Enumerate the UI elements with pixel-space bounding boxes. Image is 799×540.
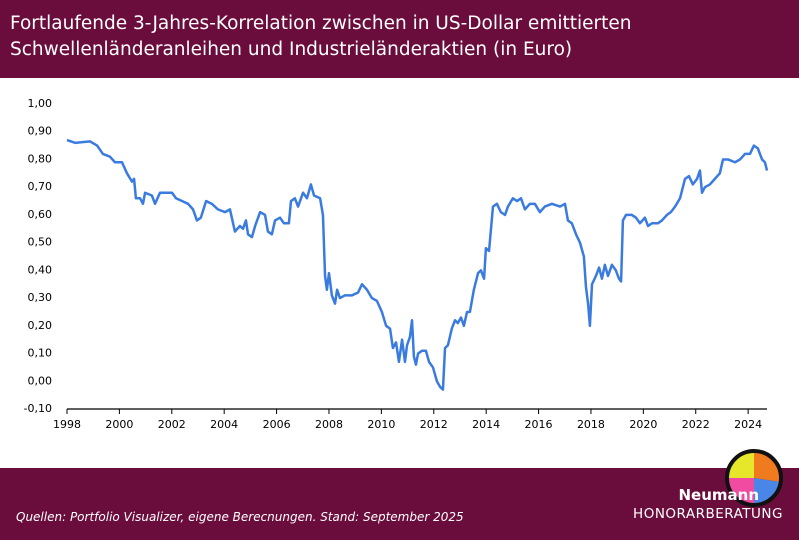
x-tick-label: 2010	[367, 418, 395, 431]
x-tick-label: 2016	[525, 418, 553, 431]
logo	[725, 449, 783, 507]
x-tick-label: 2020	[629, 418, 657, 431]
data-line	[66, 138, 769, 391]
y-tick-label: 0,60	[28, 208, 53, 221]
y-tick-label: 0,90	[28, 125, 53, 138]
y-tick-label: 0,30	[28, 291, 53, 304]
chart-title: Fortlaufende 3-Jahres-Korrelation zwisch…	[10, 13, 632, 60]
x-tick-label: 2014	[472, 418, 500, 431]
x-tick-label: 2004	[210, 418, 238, 431]
y-tick-label: -0,10	[24, 402, 52, 415]
y-tick-label: 0,10	[28, 347, 53, 360]
footer: Quellen: Portfolio Visualizer, eigene Be…	[0, 449, 799, 540]
x-tick-label: 2008	[315, 418, 343, 431]
y-tick-label: 1,00	[28, 97, 53, 110]
y-tick-label: 0,00	[28, 374, 53, 387]
chart: -0,10 0,00 0,10 0,20 0,30 0,40 0,50 0,60 0,70 0,8…	[24, 97, 769, 431]
x-tick-label: 2006	[263, 418, 291, 431]
y-tick-label: 0,70	[28, 180, 53, 193]
y-tick-label: 0,20	[28, 319, 53, 332]
y-tick-label: 0,80	[28, 152, 53, 165]
brand-name: Neumann	[678, 486, 759, 504]
x-tick-label: 1998	[53, 418, 81, 431]
y-tick-label: 0,40	[28, 263, 53, 276]
x-tick-label: 2002	[158, 418, 186, 431]
x-tick-label: 2012	[420, 418, 448, 431]
x-tick-label: 2024	[734, 418, 762, 431]
y-tick-label: 0,50	[28, 236, 53, 249]
x-tick-label: 2000	[105, 418, 133, 431]
x-tick-label: 2022	[682, 418, 710, 431]
brand-tagline: HONORARBERATUNG	[633, 506, 783, 522]
header: Fortlaufende 3-Jahres-Korrelation zwisch…	[0, 0, 799, 78]
source-note: Quellen: Portfolio Visualizer, eigene Be…	[16, 510, 464, 524]
x-tick-label: 2018	[577, 418, 605, 431]
